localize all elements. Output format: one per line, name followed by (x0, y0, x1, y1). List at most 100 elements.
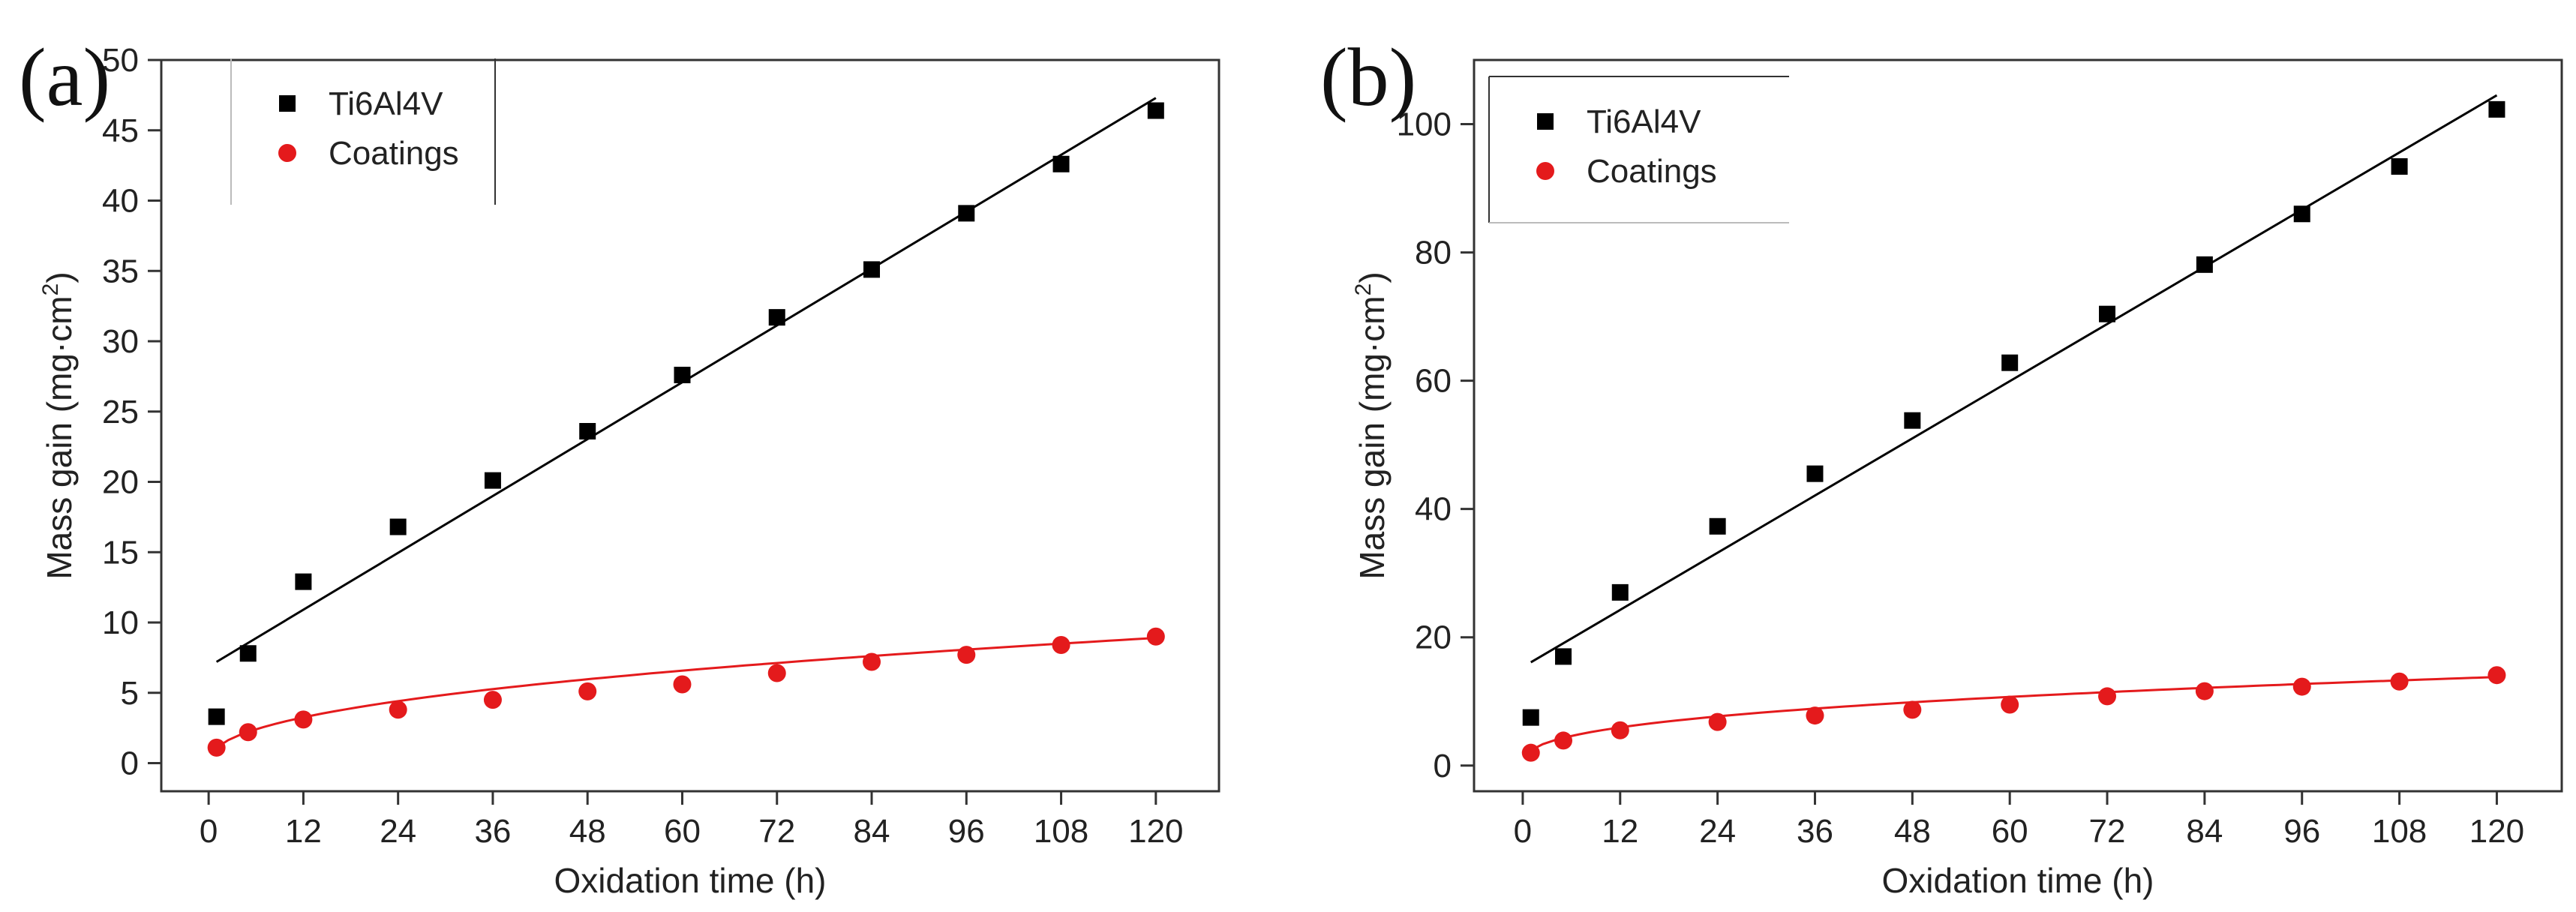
y-tick-label: 80 (1415, 235, 1452, 272)
data-point-coatings (957, 646, 976, 664)
x-tick-label: 120 (2469, 813, 2524, 850)
x-tick-label: 12 (285, 813, 322, 850)
x-tick-label: 96 (948, 813, 985, 850)
data-point-ti6al4v (1052, 155, 1070, 172)
y-tick-label: 15 (102, 534, 139, 571)
data-point-ti6al4v (389, 518, 407, 536)
x-tick-label: 120 (1128, 813, 1183, 850)
data-point-ti6al4v (768, 309, 785, 326)
legend-label-ti6al4v: Ti6Al4V (1587, 104, 1701, 140)
data-point-coatings (2292, 677, 2311, 696)
x-tick-label: 36 (474, 813, 511, 850)
y-tick-label: 50 (102, 42, 139, 79)
legend: Ti6Al4V Coatings (230, 58, 496, 205)
data-point-coatings (767, 664, 786, 682)
legend-label-coatings: Coatings (329, 135, 459, 172)
data-point-ti6al4v (1147, 102, 1164, 119)
data-point-ti6al4v (2488, 100, 2505, 118)
data-point-ti6al4v (1611, 584, 1629, 601)
x-tick-label: 108 (2372, 813, 2427, 850)
y-tick-label: 40 (102, 183, 139, 220)
legend-label-coatings: Coatings (1587, 153, 1717, 190)
data-point-ti6al4v (958, 205, 975, 222)
x-tick-label: 36 (1797, 813, 1833, 850)
data-point-ti6al4v (2099, 305, 2116, 322)
data-point-coatings (1521, 743, 1540, 762)
y-tick-label: 5 (121, 675, 139, 712)
y-tick-label: 35 (102, 253, 139, 290)
y-axis-title-end: ) (40, 272, 79, 283)
x-tick-label: 48 (1894, 813, 1931, 850)
data-point-coatings (1708, 712, 1727, 731)
x-axis-title: Oxidation time (h) (1881, 861, 2154, 900)
data-point-coatings (239, 723, 257, 742)
x-tick-label: 48 (569, 813, 606, 850)
data-point-coatings (483, 691, 502, 710)
data-point-ti6al4v (1806, 465, 1824, 482)
x-tick-label: 72 (2089, 813, 2126, 850)
data-point-coatings (2098, 687, 2117, 706)
x-tick-label: 72 (758, 813, 795, 850)
legend-marker-coatings (278, 144, 296, 162)
y-axis-title-end: ) (1353, 272, 1392, 283)
data-point-ti6al4v (484, 472, 501, 489)
data-point-coatings (1052, 636, 1070, 654)
data-point-ti6al4v (2391, 158, 2408, 175)
y-tick-label: 30 (102, 323, 139, 360)
y-tick-label: 60 (1415, 363, 1452, 400)
chart-panel-b: 0 12 24 36 48 60 72 84 96 108 120 0 20 40 60 80 100 Oxida… (1320, 32, 2563, 900)
x-tick-label: 96 (2283, 813, 2320, 850)
legend-marker-ti6al4v (1537, 113, 1554, 130)
y-axis-title-superscript: 2 (1351, 284, 1376, 296)
legend: Ti6Al4V Coatings (1488, 76, 1789, 224)
plot-frame (160, 58, 1220, 793)
legend-marker-ti6al4v (279, 95, 296, 112)
data-point-ti6al4v (295, 573, 312, 590)
x-tick-label: 12 (1602, 813, 1638, 850)
data-point-coatings (863, 652, 881, 671)
chart-panel-a: 0 12 24 36 48 60 72 84 96 108 120 0 5 10 15 20 25 30 35 40 4… (19, 32, 1220, 900)
data-point-coatings (2195, 682, 2214, 700)
y-tick-label: 20 (102, 464, 139, 501)
fit-line-ti6al4v (1530, 94, 2498, 664)
data-point-ti6al4v (208, 708, 225, 725)
data-point-ti6al4v (1904, 412, 1921, 429)
x-tick-label: 24 (380, 813, 416, 850)
plot-frame (1473, 58, 2563, 793)
data-point-ti6al4v (2196, 256, 2213, 273)
y-axis-title-main: Mass gain (mg·cm (1353, 296, 1392, 579)
x-tick-label: 60 (1992, 813, 2028, 850)
data-point-ti6al4v (2293, 206, 2310, 223)
data-point-coatings (578, 682, 597, 700)
data-point-ti6al4v (239, 645, 257, 662)
legend-label-ti6al4v: Ti6Al4V (329, 86, 443, 122)
x-tick-label: 60 (664, 813, 701, 850)
y-tick-label: 45 (102, 112, 139, 149)
y-tick-label: 40 (1415, 491, 1452, 528)
y-axis-title: Mass gain (mg·cm2) (1351, 272, 1392, 579)
data-point-ti6al4v (1555, 648, 1572, 665)
x-tick-label: 84 (854, 813, 890, 850)
y-tick-label: 0 (121, 746, 139, 782)
data-point-ti6al4v (1709, 518, 1726, 535)
data-point-coatings (1554, 731, 1573, 750)
data-point-ti6al4v (1522, 709, 1539, 726)
data-point-coatings (1611, 721, 1629, 740)
x-axis-title: Oxidation time (h) (554, 861, 826, 900)
data-point-ti6al4v (2001, 354, 2019, 371)
x-tick-label: 108 (1034, 813, 1088, 850)
data-point-coatings (1806, 706, 1824, 725)
data-point-coatings (1903, 700, 1922, 719)
data-point-coatings (1146, 627, 1165, 646)
y-tick-label: 100 (1397, 106, 1452, 143)
fit-line-coatings (215, 637, 1156, 749)
data-point-coatings (389, 700, 407, 719)
data-point-coatings (2001, 695, 2019, 714)
x-tick-label: 24 (1699, 813, 1736, 850)
y-tick-label: 20 (1415, 620, 1452, 656)
panel-tag: (a) (19, 32, 110, 123)
panel-tag: (b) (1320, 32, 1416, 123)
data-point-coatings (2487, 666, 2506, 685)
